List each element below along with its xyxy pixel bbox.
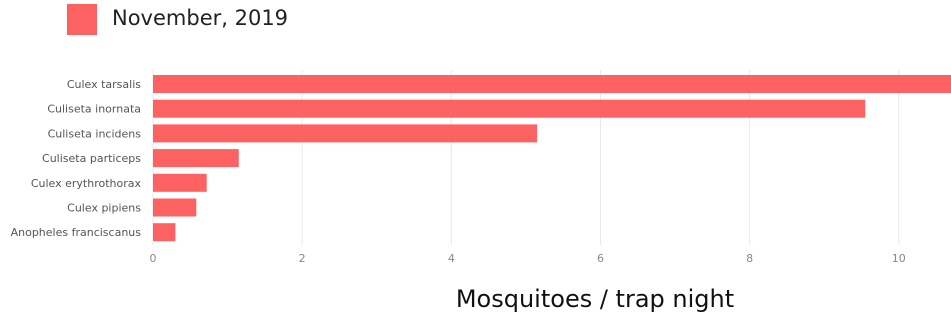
legend-swatch (67, 4, 97, 35)
x-tick-label: 10 (892, 252, 906, 265)
category-label: Anopheles franciscanus (11, 226, 142, 239)
category-label: Culex pipiens (67, 202, 141, 215)
x-tick-label: 0 (150, 252, 157, 265)
x-axis-label: Mosquitoes / trap night (455, 285, 735, 313)
bar (153, 99, 866, 118)
bar (153, 223, 176, 242)
category-label: Culiseta particeps (42, 152, 141, 165)
category-label: Culiseta inornata (47, 103, 141, 116)
x-tick-label: 2 (299, 252, 306, 265)
legend-label: November, 2019 (112, 6, 289, 30)
bar (153, 149, 239, 168)
bar (153, 173, 207, 192)
bar (153, 124, 538, 143)
x-tick-label: 6 (597, 252, 604, 265)
category-label: Culex erythrothorax (31, 177, 142, 190)
category-label: Culex tarsalis (67, 78, 141, 91)
category-label: Culiseta incidens (48, 127, 142, 140)
x-tick-label: 8 (746, 252, 753, 265)
bar (153, 75, 951, 93)
bar (153, 198, 197, 217)
x-tick-label: 4 (448, 252, 455, 265)
